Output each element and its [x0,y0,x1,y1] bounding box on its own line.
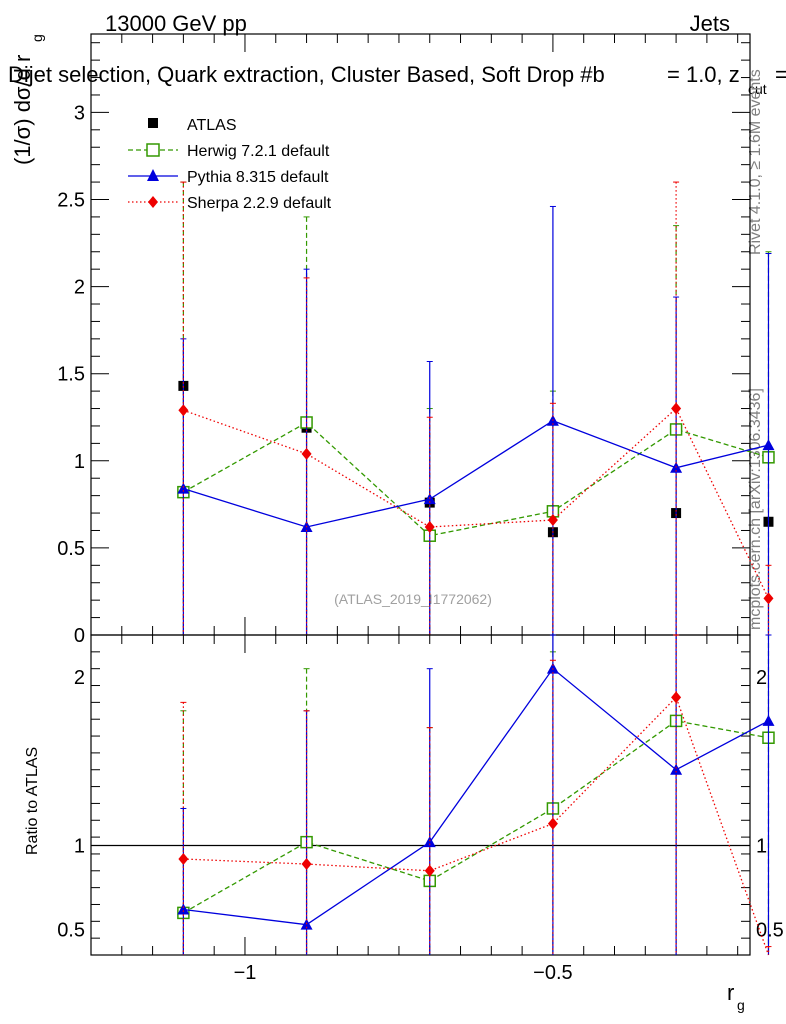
main-point-pythia [762,439,775,451]
ratio-point-sherpa [424,864,435,877]
main-ytick-label: 1.5 [57,364,85,386]
legend-label-herwig: Herwig 7.2.1 default [187,143,330,160]
ratio-point-sherpa [301,858,312,871]
title-end: = [775,62,786,87]
main-line-pythia [183,420,769,528]
legend: ATLAS Herwig 7.2.1 default Pythia 8.315 … [128,117,332,212]
ratio-ytick-label: 0.5 [57,920,85,942]
xtick-label: −0.5 [533,962,572,984]
xtick-label: −1 [234,962,257,984]
ratio-point-pythia [670,763,683,775]
xlabel-sub: g [737,997,745,1013]
ratio-line-herwig [183,720,769,914]
legend-label-atlas: ATLAS [187,117,237,134]
main-point-sherpa [763,592,774,605]
ratio-point-sherpa [671,691,682,704]
main-ytick-label: 1 [74,451,85,473]
legend-label-pythia: Pythia 8.315 default [187,169,329,186]
xlabel: r [727,980,734,1005]
main-panel: 0 0.5 1 1.5 2 2.5 3 [57,33,775,647]
main-line-herwig [183,421,769,537]
main-ytick-label: 0 [74,625,85,647]
mcplots-label: mcplots.cern.ch [arXiv:1306.3436] [747,388,764,630]
main-ytick-label: 2 [74,277,85,299]
legend-entry-sherpa: Sherpa 2.2.9 default [128,195,332,212]
ratio-frame [90,634,751,956]
main-ytick-label: 2.5 [57,189,85,211]
title-tail: = 1.0, z [667,62,740,87]
main-ytick-label: 0.5 [57,538,85,560]
main-point-sherpa [671,402,682,415]
ratio-point-pythia [177,903,190,915]
ratio-ytick-label-right: 2 [756,667,767,689]
ratio-line-sherpa [183,696,770,956]
legend-marker-sherpa [148,196,158,208]
ratio-ytick-label: 1 [74,836,85,858]
ratio-ytick-label-right: 0.5 [756,920,784,942]
energy-label: 13000 GeV pp [105,11,247,36]
category-label: Jets [690,11,730,36]
selection-title: Dijet selection, Quark extraction, Clust… [8,62,605,87]
legend-marker-herwig [146,143,160,157]
ratio-ytick-label-right: 1 [756,836,767,858]
ratio-ytick-label: 2 [74,667,85,689]
main-point-sherpa [301,447,312,460]
rivet-label: Rivet 4.1.0, ≥ 1.6M events [747,69,764,255]
legend-entry-herwig: Herwig 7.2.1 default [128,143,330,160]
main-point-sherpa [424,520,435,533]
legend-marker-atlas [148,118,158,128]
ratio-panel: 0.5 0.5 1 1 2 2 −1 −0.5 [57,634,784,984]
ratio-line-pythia [183,667,769,926]
main-ylabel-sub: g [29,34,45,42]
ratio-point-sherpa [547,817,558,830]
legend-entry-atlas: ATLAS [148,117,237,134]
ratio-point-pythia [546,662,559,674]
legend-label-sherpa: Sherpa 2.2.9 default [187,195,332,212]
main-point-sherpa [178,404,189,417]
legend-entry-pythia: Pythia 8.315 default [128,169,329,186]
title-sub: cut [748,81,767,97]
ratio-point-pythia [762,714,775,726]
main-point-sherpa [547,514,558,527]
main-line-sherpa [183,407,770,599]
analysis-watermark: (ATLAS_2019_I1772062) [334,591,492,607]
ratio-ylabel: Ratio to ATLAS [24,747,41,855]
ratio-point-pythia [423,836,436,848]
main-ylabel: (1/σ) dσ/d r [10,55,35,165]
main-ytick-label: 3 [74,102,85,124]
main-point-pythia [177,482,190,494]
legend-marker-pythia [147,169,159,181]
ratio-point-sherpa [178,853,189,865]
